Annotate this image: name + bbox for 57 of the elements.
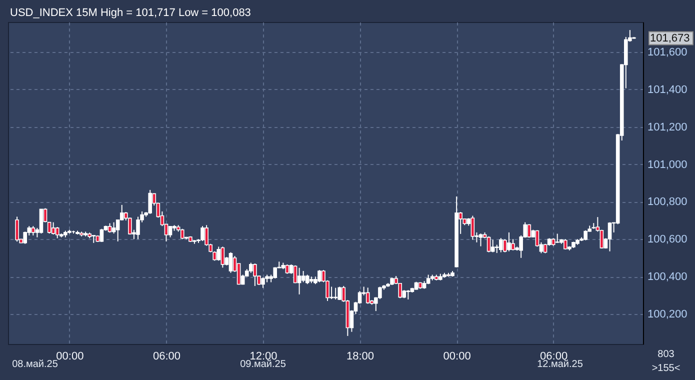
- candlestick: [200, 226, 204, 242]
- candlestick: [51, 222, 56, 235]
- candlestick: [15, 216, 19, 242]
- candlestick: [261, 277, 265, 288]
- candlestick: [253, 263, 257, 286]
- candlestick: [499, 238, 503, 253]
- candlestick: [608, 222, 612, 252]
- candlestick: [426, 274, 430, 285]
- candlestick: [100, 228, 104, 242]
- text: 09.май.25: [240, 359, 286, 370]
- candlestick: [148, 189, 152, 214]
- candlestick: [180, 228, 184, 240]
- y-tick-label: 101,600: [648, 46, 688, 58]
- text: >155<: [652, 363, 680, 374]
- text: 08.май.25: [12, 359, 58, 370]
- candlestick: [511, 238, 515, 251]
- y-tick-label: 100,400: [648, 271, 688, 284]
- text: 803: [658, 349, 674, 360]
- y-tick-label: 100,200: [648, 308, 688, 321]
- x-tick-label: 18:00: [346, 350, 374, 362]
- candlestick: [112, 222, 116, 234]
- candlestick: [301, 270, 306, 283]
- y-tick-label: 101,400: [648, 84, 688, 96]
- candlestick: [470, 215, 475, 240]
- candlestick: [297, 267, 302, 295]
- y-tick-label: 101,000: [648, 158, 688, 171]
- candlestick: [220, 246, 225, 268]
- candlestick: [486, 236, 491, 253]
- candlestick: [555, 233, 560, 244]
- candlestick: [216, 246, 221, 262]
- candlestick: [527, 224, 532, 238]
- candlestick: [318, 270, 322, 283]
- x-tick-label: 00:00: [443, 350, 471, 362]
- candlestick: [584, 230, 588, 241]
- candlestick: [490, 239, 495, 253]
- candlestick: [31, 226, 36, 236]
- x-tick-label: 00:00: [56, 350, 84, 362]
- candlestick: [406, 290, 410, 300]
- candlestick: [168, 226, 172, 238]
- y-tick-label: 100,600: [648, 234, 688, 246]
- candlestick: [55, 226, 60, 239]
- x-tick-label: 06:00: [152, 350, 180, 362]
- candlestick: [564, 238, 568, 250]
- candlestick: [507, 232, 511, 252]
- candlestick: [39, 208, 44, 234]
- candlestick: [285, 264, 290, 274]
- chart-title: USD_INDEX 15M High = 101,717 Low = 100,083: [10, 7, 251, 19]
- candlestick: [273, 266, 277, 279]
- candlestick: [249, 262, 253, 274]
- candlestick: [366, 287, 370, 304]
- candlestick: [108, 222, 112, 234]
- candlestick: [228, 252, 233, 274]
- candlestick: [305, 274, 310, 285]
- y-tick-label: 100,800: [648, 196, 688, 208]
- text: 101,673: [650, 32, 690, 44]
- y-tick-label: 101,200: [648, 121, 688, 134]
- candlestick: [338, 286, 342, 301]
